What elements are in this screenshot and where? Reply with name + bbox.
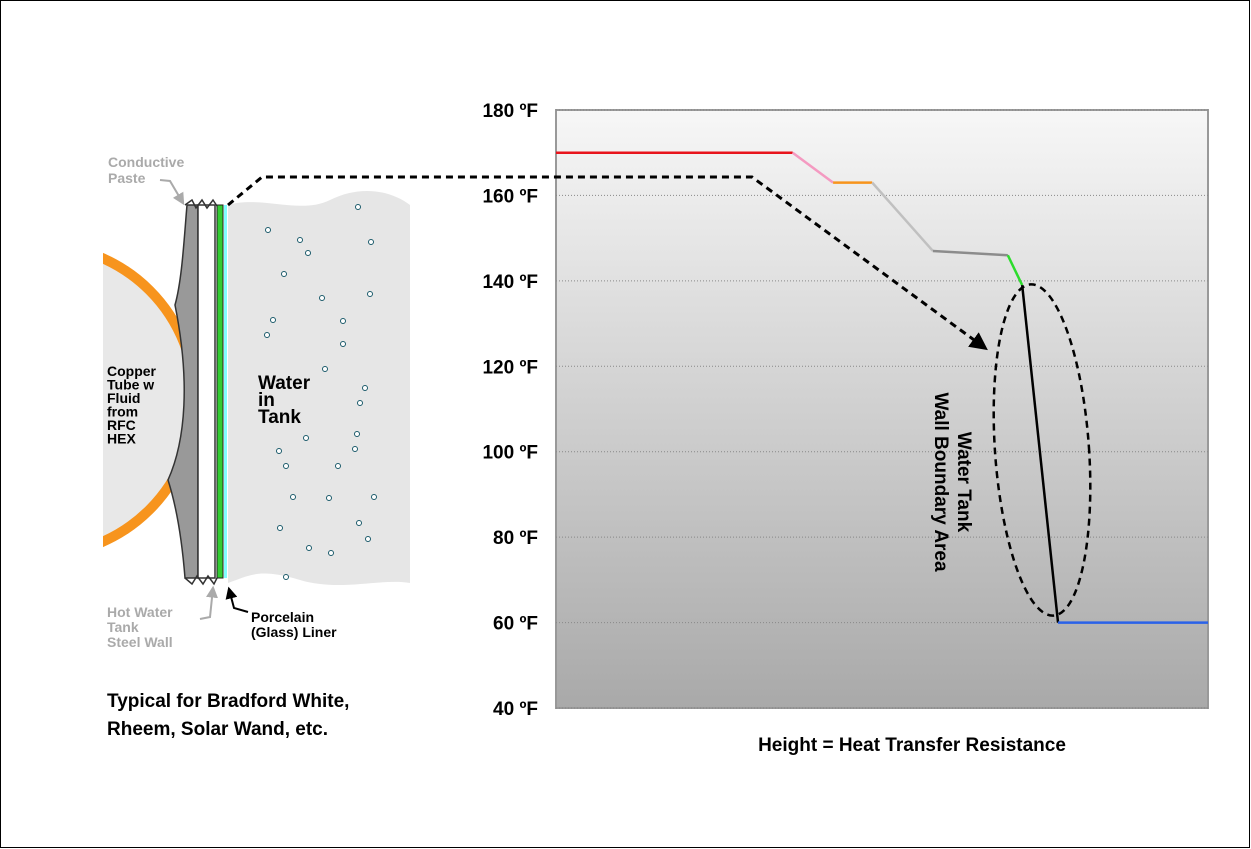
wall-label: Hot Water bbox=[107, 604, 173, 620]
liner-arrow bbox=[225, 586, 249, 613]
water-label: Water bbox=[258, 373, 311, 394]
caption: Rheem, Solar Wand, etc. bbox=[107, 719, 328, 740]
steel-wall bbox=[197, 204, 216, 579]
y-tick-label: 180 ºF bbox=[482, 101, 538, 122]
plot-area bbox=[555, 109, 1209, 709]
break-mark bbox=[184, 198, 218, 210]
water-label: Tank bbox=[258, 407, 301, 428]
paste-label: Paste bbox=[108, 170, 146, 186]
pointer-line bbox=[227, 175, 988, 351]
y-tick-label: 140 ºF bbox=[482, 272, 538, 293]
y-tick-label: 100 ºF bbox=[482, 443, 538, 464]
temperature-segment bbox=[932, 249, 1008, 257]
conductive-paste bbox=[167, 204, 199, 579]
break-mark bbox=[184, 574, 218, 586]
paste-arrow bbox=[159, 179, 185, 206]
x-axis-label: Height = Heat Transfer Resistance bbox=[758, 735, 1066, 756]
tube-label: Copper bbox=[107, 363, 157, 379]
liner-surface bbox=[224, 205, 227, 578]
y-tick-label: 160 ºF bbox=[482, 186, 538, 207]
paste-label: Conductive bbox=[108, 154, 184, 170]
annotation-line: Water Tank bbox=[953, 432, 974, 533]
y-tick-label: 40 ºF bbox=[493, 699, 538, 720]
liner bbox=[216, 204, 224, 579]
temperature-segment bbox=[1006, 254, 1024, 286]
caption: Typical for Bradford White, bbox=[107, 691, 349, 712]
y-tick-label: 120 ºF bbox=[482, 357, 538, 378]
water-label: in bbox=[258, 390, 275, 411]
y-tick-label: 80 ºF bbox=[493, 528, 538, 549]
wall-arrow bbox=[199, 585, 218, 620]
tube-label: Fluid bbox=[107, 390, 140, 406]
water bbox=[228, 190, 410, 586]
tube-label: Tube w bbox=[107, 377, 154, 393]
tube-label: RFC bbox=[107, 417, 136, 433]
boundary-ellipse bbox=[992, 283, 1092, 617]
tube-label: from bbox=[107, 404, 138, 420]
temperature-segment bbox=[1020, 284, 1060, 623]
temperature-segment bbox=[871, 181, 934, 252]
y-tick-label: 60 ºF bbox=[493, 614, 538, 635]
annotation-line: Wall Boundary Area bbox=[930, 392, 951, 572]
liner-label: (Glass) Liner bbox=[251, 624, 337, 640]
temperature-segment bbox=[791, 151, 834, 184]
liner-label: Porcelain bbox=[251, 609, 314, 625]
wall-label: Steel Wall bbox=[107, 634, 173, 650]
wall-label: Tank bbox=[107, 619, 139, 635]
tube-label: HEX bbox=[107, 431, 136, 447]
bubbles bbox=[264, 204, 377, 580]
